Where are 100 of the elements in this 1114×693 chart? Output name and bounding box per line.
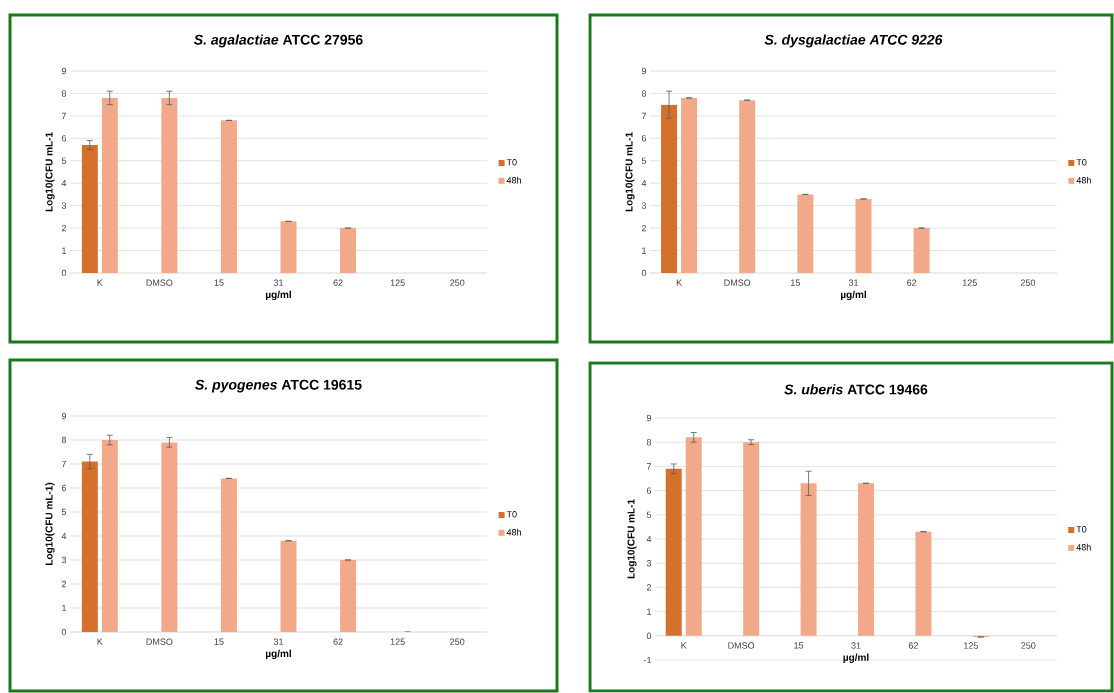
bar <box>81 145 98 273</box>
y-tick-label: 6 <box>646 487 652 494</box>
bar <box>161 442 178 632</box>
bar <box>280 540 297 632</box>
y-tick-label: 8 <box>61 436 67 444</box>
x-tick-label: K <box>681 642 687 649</box>
bar <box>858 483 874 636</box>
y-tick-label: 4 <box>641 180 647 187</box>
x-tick-label: 62 <box>907 279 917 286</box>
x-tick-label: 125 <box>964 642 978 649</box>
y-tick-label: 9 <box>646 414 652 422</box>
bar <box>913 228 930 273</box>
y-tick-label: 5 <box>641 157 647 164</box>
x-tick-label: 125 <box>962 279 977 286</box>
y-tick-label: 0 <box>61 269 67 277</box>
bar <box>220 478 237 632</box>
bar <box>340 559 357 632</box>
x-axis-title: µg/ml <box>266 290 291 301</box>
x-tick-label: 250 <box>450 279 465 286</box>
y-tick-label: 9 <box>61 412 67 420</box>
chart-title: S. dysgalactiae ATCC 9226 <box>764 34 943 48</box>
legend-label: 48h <box>506 176 521 184</box>
y-tick-label: 4 <box>61 532 67 540</box>
bar <box>340 228 357 273</box>
legend-label: 48h <box>1076 176 1091 184</box>
x-tick-label: 15 <box>794 642 804 649</box>
y-tick-label: 0 <box>61 628 67 636</box>
bar <box>797 194 814 273</box>
y-tick-label: -1 <box>643 656 652 664</box>
y-tick-label: 3 <box>646 559 652 567</box>
legend-label: T0 <box>1076 159 1087 166</box>
y-tick-label: 8 <box>641 90 647 97</box>
y-tick-label: 7 <box>61 460 67 468</box>
y-tick-label: 9 <box>641 67 647 75</box>
x-tick-label: 62 <box>908 642 918 649</box>
x-tick-label: K <box>97 279 103 286</box>
y-tick-label: 9 <box>61 67 67 75</box>
x-tick-label: 250 <box>1020 279 1036 286</box>
x-axis-title: µg/ml <box>841 290 866 301</box>
y-tick-label: 2 <box>641 224 647 232</box>
x-tick-label: K <box>676 279 682 286</box>
y-tick-label: 4 <box>646 535 652 543</box>
y-tick-label: 7 <box>646 463 652 470</box>
y-tick-label: 4 <box>61 180 67 187</box>
bar <box>101 97 118 273</box>
y-axis-title: Log10(CFU mL-1 <box>625 132 635 212</box>
legend-label: 48h <box>506 528 521 536</box>
x-tick-label: 62 <box>333 279 343 286</box>
y-tick-label: 5 <box>61 508 67 516</box>
y-tick-label: 1 <box>62 247 67 254</box>
x-tick-label: DMSO <box>146 638 173 645</box>
y-tick-label: 8 <box>646 438 652 446</box>
x-tick-label: 250 <box>450 638 465 645</box>
y-tick-label: 1 <box>62 604 67 612</box>
x-tick-label: 31 <box>851 642 861 649</box>
bar <box>681 97 698 273</box>
x-axis-title: µg/ml <box>266 649 291 660</box>
x-tick-label: K <box>97 638 103 645</box>
y-tick-label: 0 <box>641 269 647 277</box>
x-tick-label: 15 <box>214 279 224 286</box>
y-axis-title: Log10(CFU mL-1 <box>45 132 55 212</box>
x-tick-label: 62 <box>333 638 343 645</box>
y-tick-label: 3 <box>61 202 67 209</box>
bar <box>280 221 297 273</box>
legend-label: T0 <box>1076 526 1087 533</box>
y-axis-title: Log10(CFU mL-1) <box>45 482 55 565</box>
y-tick-label: 0 <box>646 632 652 639</box>
y-tick-label: 1 <box>647 608 652 615</box>
chart-title: S. agalactiae ATCC 27956 <box>193 34 363 48</box>
bar <box>101 439 118 632</box>
x-tick-label: 31 <box>848 279 859 286</box>
bar <box>661 104 678 273</box>
bar <box>81 461 98 632</box>
x-tick-label: 31 <box>273 638 284 645</box>
x-tick-label: 125 <box>390 638 405 645</box>
bar <box>915 531 932 636</box>
bar <box>800 483 817 636</box>
y-tick-label: 6 <box>61 135 67 142</box>
x-tick-label: 250 <box>1021 642 1036 649</box>
bar <box>743 442 760 636</box>
x-tick-label: 31 <box>273 279 284 286</box>
x-tick-label: DMSO <box>146 279 173 286</box>
y-tick-label: 6 <box>641 135 647 142</box>
x-tick-label: DMSO <box>728 642 755 649</box>
legend-label: T0 <box>506 159 517 166</box>
bar <box>665 468 682 636</box>
y-tick-label: 7 <box>61 112 67 119</box>
legend-label: T0 <box>506 511 517 518</box>
x-axis-title: µg/ml <box>843 653 869 663</box>
bar <box>739 100 756 273</box>
y-tick-label: 5 <box>646 511 652 518</box>
y-tick-label: 7 <box>641 112 647 119</box>
x-tick-label: DMSO <box>724 279 751 286</box>
bar <box>161 97 178 273</box>
bar <box>220 120 237 273</box>
y-tick-label: 8 <box>61 90 67 97</box>
x-tick-label: 15 <box>791 279 800 286</box>
x-tick-label: 15 <box>214 638 224 645</box>
y-tick-label: 2 <box>61 224 67 232</box>
y-tick-label: 6 <box>61 484 67 492</box>
